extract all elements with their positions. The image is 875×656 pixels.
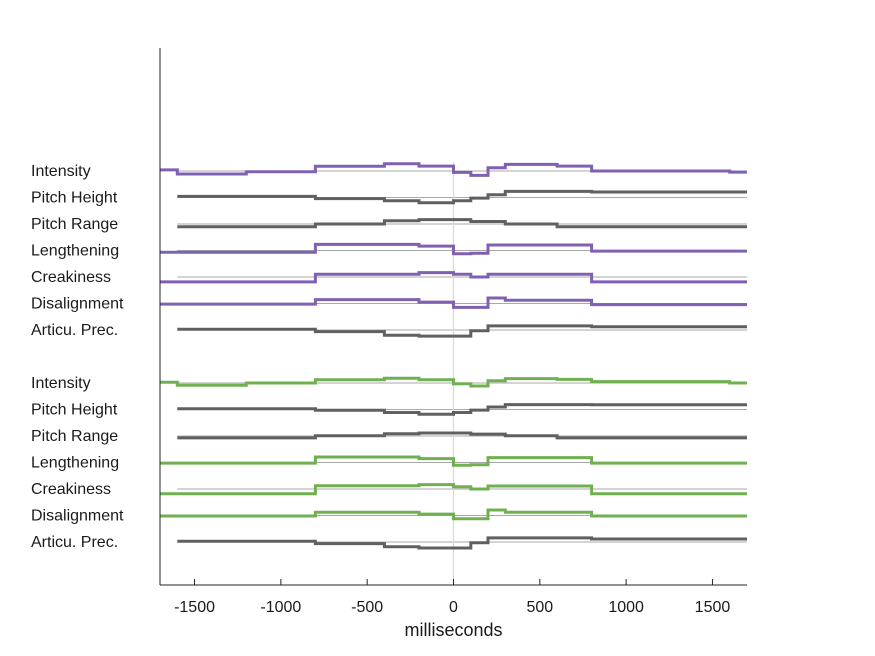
row-label-g0-r5: Disalignment bbox=[31, 296, 124, 313]
series-line-g1-r6 bbox=[177, 536, 747, 550]
series-line-g0-r3 bbox=[160, 242, 747, 256]
series-line-g1-r3 bbox=[160, 455, 747, 467]
row-label-g0-r2: Pitch Range bbox=[31, 216, 118, 233]
x-tick-label-3: 0 bbox=[449, 599, 458, 616]
series-line-g1-r2 bbox=[177, 431, 747, 440]
x-tick-label-6: 1500 bbox=[695, 599, 731, 616]
series-line-g1-r0 bbox=[160, 376, 747, 388]
row-label-g1-r1: Pitch Height bbox=[31, 402, 118, 419]
x-axis-ticks: -1500 -1000 -500 0 500 1000 1500 bbox=[174, 579, 730, 616]
row-label-g1-r2: Pitch Range bbox=[31, 428, 118, 445]
x-tick-label-2: -500 bbox=[351, 599, 383, 616]
x-tick-label-0: -1500 bbox=[174, 599, 215, 616]
row-label-g1-r4: Creakiness bbox=[31, 481, 111, 498]
x-axis-title: milliseconds bbox=[404, 620, 502, 640]
series-line-g0-r6 bbox=[177, 324, 747, 338]
x-tick-label-1: -1000 bbox=[260, 599, 301, 616]
row-label-g0-r3: Lengthening bbox=[31, 243, 119, 260]
series-line-g1-r4 bbox=[160, 483, 747, 496]
series-line-g1-r1 bbox=[177, 403, 747, 416]
series-line-g0-r5 bbox=[160, 296, 747, 309]
series-line-g0-r1 bbox=[177, 189, 747, 205]
row-label-g0-r4: Creakiness bbox=[31, 269, 111, 286]
series-line-g0-r0 bbox=[160, 162, 747, 177]
row-label-g1-r0: Intensity bbox=[31, 375, 91, 392]
row-label-g0-r0: Intensity bbox=[31, 163, 91, 180]
x-tick-label-5: 1000 bbox=[608, 599, 644, 616]
series-line-g1-r5 bbox=[160, 508, 747, 521]
x-tick-label-4: 500 bbox=[526, 599, 553, 616]
series-line-g0-r2 bbox=[177, 218, 747, 229]
series-layer bbox=[160, 162, 747, 550]
row-label-g1-r6: Articu. Prec. bbox=[31, 534, 118, 551]
row-labels: Intensity Pitch Height Pitch Range Lengthen… bbox=[31, 163, 124, 551]
row-label-g0-r6: Articu. Prec. bbox=[31, 322, 118, 339]
row-label-g1-r5: Disalignment bbox=[31, 508, 124, 525]
row-label-g0-r1: Pitch Height bbox=[31, 190, 118, 207]
row-label-g1-r3: Lengthening bbox=[31, 455, 119, 472]
series-line-g0-r4 bbox=[160, 271, 747, 284]
